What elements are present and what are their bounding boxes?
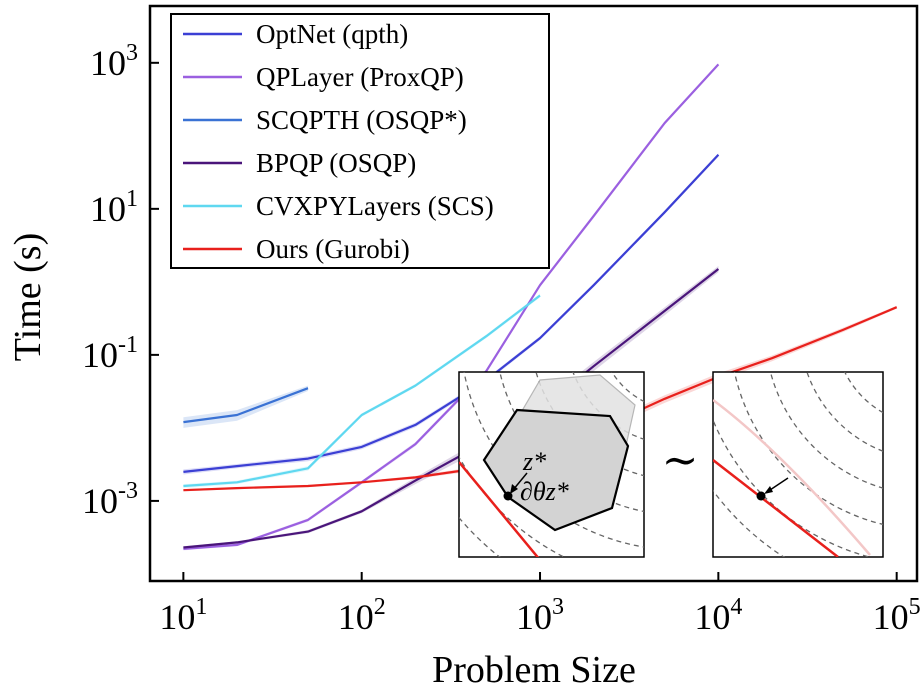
inset-smoothed xyxy=(712,371,884,558)
line-cvxpylayers-scs xyxy=(183,294,541,488)
legend-label-bpqp-osqp: BPQP (OSQP) xyxy=(256,148,416,178)
inset-feasible-region: z* ∂θz* xyxy=(458,371,645,558)
legend-label-ours-gurobi: Ours (Gurobi) xyxy=(256,234,410,264)
legend-label-qplayer-proxqp: QPLayer (ProxQP) xyxy=(256,62,464,92)
legend-label-optnet-qpth: OptNet (qpth) xyxy=(256,19,408,49)
legend: OptNet (qpth) QPLayer (ProxQP) SCQPTH (OSQ… xyxy=(170,13,550,269)
inset2-red-edge xyxy=(713,459,839,557)
y-axis-title: Time (s) xyxy=(7,233,49,361)
inset-optimal-point xyxy=(503,491,513,501)
inset2-point xyxy=(756,491,766,501)
y-tick-label: 10-1 xyxy=(82,332,138,375)
inset2-arrow-head xyxy=(764,486,773,494)
inset-label-grad: ∂θz* xyxy=(520,477,569,506)
plot-frame xyxy=(148,4,919,583)
line-scqpth-osqp xyxy=(183,387,309,424)
legend-box xyxy=(170,13,550,269)
inset-red-edge xyxy=(459,461,540,557)
legend-label-cvxpylayers-scs: CVXPYLayers (SCS) xyxy=(256,191,494,221)
x-tick-label: 102 xyxy=(338,594,386,637)
line-qplayer-proxqp xyxy=(183,63,720,550)
inset-label-z-star: z* xyxy=(522,447,546,476)
line-bpqp-osqp xyxy=(183,268,720,549)
x-axis-title: Problem Size xyxy=(432,649,636,691)
inset2-faint-curve xyxy=(713,398,871,556)
line-optnet-qpth xyxy=(183,154,720,473)
y-tick-label: 10-3 xyxy=(82,478,138,521)
inset-arrow-head xyxy=(510,484,518,494)
legend-label-scqpth-osqp: SCQPTH (OSQP*) xyxy=(256,105,467,135)
axis-ticks: 101 102 103 104 105 10-3 10-1 101 103 xyxy=(82,40,921,637)
x-tick-label: 101 xyxy=(159,594,207,637)
y-tick-label: 103 xyxy=(90,40,138,83)
similar-symbol: ∼ xyxy=(662,436,699,485)
x-tick-label: 103 xyxy=(516,594,564,637)
y-tick-label: 101 xyxy=(90,186,138,229)
inset-feasible-polygon xyxy=(482,408,630,532)
x-tick-label: 104 xyxy=(694,594,742,637)
x-tick-label: 105 xyxy=(873,594,921,637)
